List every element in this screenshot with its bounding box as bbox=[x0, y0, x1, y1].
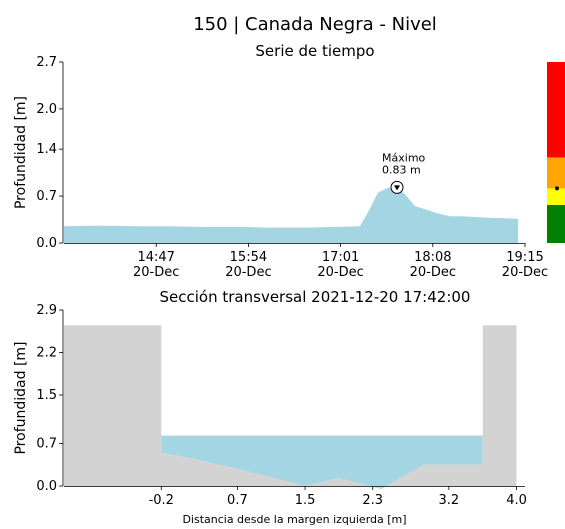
y-axis-label: Profundidad [m] bbox=[13, 96, 29, 209]
x-tick-time: 17:01 bbox=[322, 250, 359, 265]
x-tick-time: 14:47 bbox=[137, 250, 174, 265]
x-tick-date: 20-Dec bbox=[133, 265, 179, 280]
x-tick-label: -0.2 bbox=[149, 493, 174, 508]
y-tick-label: 1.4 bbox=[36, 142, 57, 157]
alert-band bbox=[547, 188, 565, 205]
y-tick-label: 2.2 bbox=[36, 345, 57, 360]
x-tick-time: 19:15 bbox=[506, 250, 543, 265]
y-tick-label: 1.5 bbox=[36, 388, 57, 403]
chart-title: 150 | Canada Negra - Nivel bbox=[193, 14, 437, 35]
alert-band bbox=[547, 204, 565, 243]
y-tick-label: 0.0 bbox=[36, 479, 57, 494]
cross-section-title: Sección transversal 2021-12-20 17:42:00 bbox=[160, 288, 471, 306]
y-tick-label: 0.0 bbox=[36, 236, 57, 251]
x-tick-label: 0.7 bbox=[227, 493, 248, 508]
x-axis-label: Distancia desde la margen izquierda [m] bbox=[182, 513, 406, 526]
timeseries-title: Serie de tiempo bbox=[255, 42, 374, 60]
max-marker-arrow bbox=[394, 185, 401, 191]
x-tick-label: 4.0 bbox=[506, 493, 527, 508]
y-tick-label: 2.9 bbox=[36, 303, 57, 318]
y-tick-label: 0.7 bbox=[36, 189, 57, 204]
y-tick-label: 2.0 bbox=[36, 102, 57, 117]
series-area bbox=[64, 187, 519, 243]
alert-level-scale bbox=[547, 62, 565, 243]
y-tick-label: 2.7 bbox=[36, 55, 57, 70]
x-tick-label: 2.3 bbox=[362, 493, 383, 508]
x-tick-label: 1.5 bbox=[295, 493, 316, 508]
x-tick-date: 20-Dec bbox=[317, 265, 363, 280]
x-tick-date: 20-Dec bbox=[502, 265, 548, 280]
alert-band bbox=[547, 62, 565, 158]
x-tick-time: 18:08 bbox=[414, 250, 451, 265]
cross-section-plot: 0.0 0.7 1.5 2.2 2.9 -0.2 0.7 1.5 2.3 3.2 4.0 Profun… bbox=[13, 303, 527, 526]
y-tick-label: 0.7 bbox=[36, 437, 57, 452]
ground-area bbox=[64, 325, 517, 489]
x-tick-date: 20-Dec bbox=[410, 265, 456, 280]
alert-band bbox=[547, 157, 565, 189]
water-area bbox=[161, 435, 483, 489]
y-axis-label: Profundidad [m] bbox=[13, 341, 29, 454]
max-label-value: 0.83 m bbox=[382, 163, 421, 176]
x-tick-label: 3.2 bbox=[439, 493, 460, 508]
x-tick-date: 20-Dec bbox=[225, 265, 271, 280]
x-tick-time: 15:54 bbox=[230, 250, 267, 265]
max-label-title: Máximo bbox=[382, 151, 426, 164]
alert-current-marker bbox=[555, 186, 559, 191]
